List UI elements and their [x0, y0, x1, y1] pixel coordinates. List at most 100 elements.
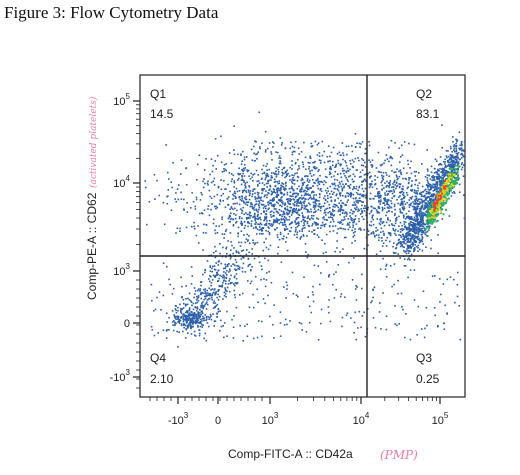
event-dot	[408, 233, 411, 236]
event-dot	[397, 196, 400, 199]
event-dot	[266, 220, 268, 222]
event-dot	[341, 142, 344, 144]
event-dot	[396, 243, 399, 245]
event-dot	[330, 151, 333, 154]
event-dot	[182, 316, 185, 318]
event-dot	[407, 181, 410, 184]
event-dot	[282, 213, 284, 216]
event-dot	[332, 230, 335, 232]
event-dot	[424, 188, 427, 191]
event-dot	[340, 206, 342, 208]
event-dot	[399, 169, 402, 172]
event-dot	[403, 242, 406, 245]
event-dot	[448, 184, 451, 187]
event-dot	[460, 156, 463, 159]
event-dot	[454, 164, 457, 167]
event-dot	[226, 335, 228, 337]
event-dot	[377, 207, 380, 209]
event-dot	[209, 275, 212, 278]
event-dot	[187, 332, 189, 334]
event-dot	[410, 160, 412, 163]
event-dot	[354, 288, 357, 290]
event-dot	[303, 207, 306, 210]
event-dot	[196, 324, 199, 327]
event-dot	[448, 176, 451, 179]
event-dot	[298, 230, 301, 232]
event-dot	[394, 222, 397, 225]
event-dot	[430, 239, 433, 241]
event-dot	[214, 293, 216, 296]
event-dot	[209, 173, 211, 176]
event-dot	[311, 178, 314, 181]
event-dot	[205, 294, 208, 297]
event-dot	[307, 253, 309, 256]
event-dot	[200, 305, 203, 308]
event-dot	[450, 186, 453, 189]
event-dot	[202, 186, 205, 189]
event-dot	[257, 151, 260, 153]
event-dot	[345, 236, 347, 239]
event-dot	[415, 192, 418, 194]
event-dot	[420, 207, 423, 210]
event-dot	[439, 176, 442, 179]
event-dot	[377, 234, 380, 236]
event-dot	[400, 144, 403, 147]
event-dot	[289, 209, 292, 212]
event-dot	[225, 163, 228, 165]
event-dot	[312, 223, 314, 225]
event-dot	[219, 274, 221, 277]
event-dot	[254, 219, 257, 222]
event-dot	[448, 191, 451, 193]
event-dot	[364, 335, 367, 338]
event-dot	[257, 223, 259, 225]
event-dot	[349, 159, 351, 162]
event-dot	[411, 243, 414, 246]
event-dot	[291, 168, 293, 170]
event-dot	[436, 219, 439, 222]
event-dot	[233, 190, 236, 193]
event-dot	[254, 192, 256, 195]
event-dot	[196, 163, 199, 166]
event-dot	[371, 215, 374, 217]
event-dot	[345, 161, 347, 164]
event-dot	[238, 177, 240, 180]
event-dot	[226, 310, 228, 313]
event-dot	[173, 314, 176, 316]
event-dot	[201, 326, 204, 328]
event-dot	[410, 172, 413, 175]
event-dot	[412, 238, 415, 241]
event-dot	[233, 284, 236, 287]
event-dot	[183, 313, 185, 316]
event-dot	[235, 221, 237, 224]
event-dot	[445, 155, 448, 157]
event-dot	[327, 275, 330, 277]
event-dot	[267, 175, 270, 178]
event-dot	[434, 198, 437, 201]
event-dot	[268, 189, 270, 191]
event-dot	[265, 272, 268, 274]
event-dot	[227, 203, 229, 206]
event-dot	[214, 274, 217, 277]
event-dot	[399, 242, 402, 244]
event-dot	[252, 188, 255, 191]
event-dot	[365, 180, 367, 182]
event-dot	[196, 320, 198, 323]
event-dot	[193, 296, 195, 299]
event-dot	[428, 225, 431, 227]
event-dot	[361, 204, 363, 207]
event-dot	[219, 329, 221, 332]
event-dot	[265, 210, 268, 212]
event-dot	[448, 158, 451, 161]
event-dot	[243, 213, 245, 216]
event-dot	[308, 181, 310, 183]
event-dot	[310, 208, 312, 211]
event-dot	[184, 337, 187, 339]
event-dot	[208, 287, 211, 290]
event-dot	[285, 211, 288, 214]
event-dot	[305, 331, 308, 333]
event-dot	[213, 268, 216, 271]
event-dot	[431, 217, 434, 220]
event-dot	[268, 233, 271, 236]
event-dot	[230, 217, 233, 220]
event-dot	[410, 196, 412, 199]
